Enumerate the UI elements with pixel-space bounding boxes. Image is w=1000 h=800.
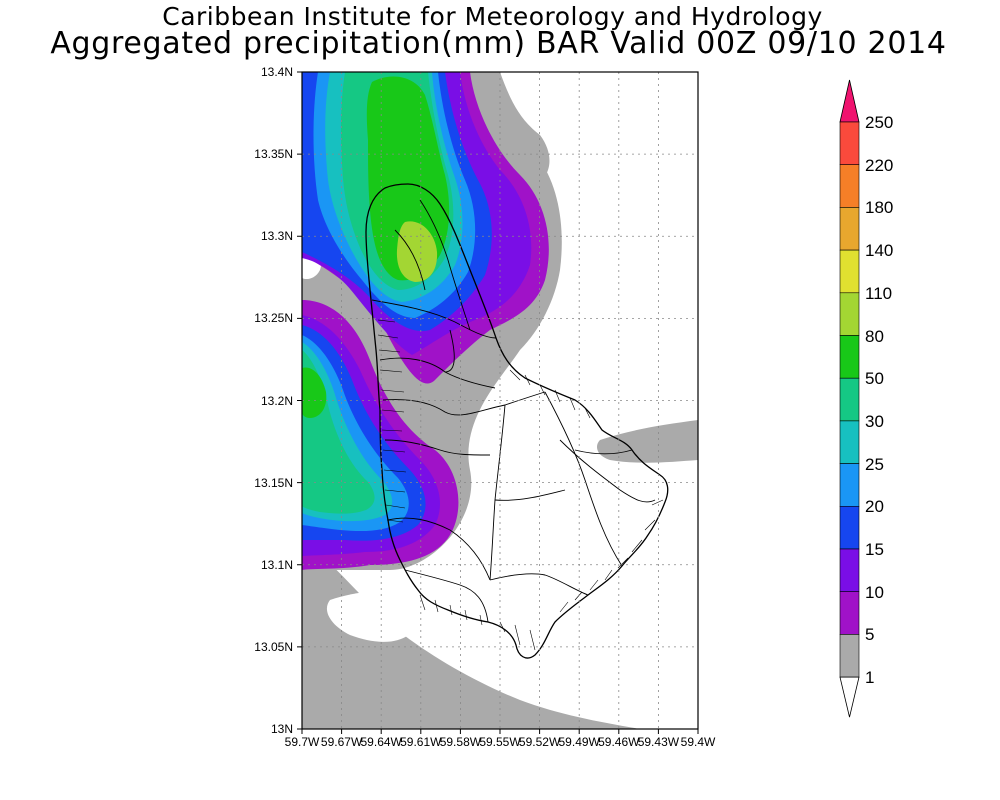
barbados-coastline	[365, 183, 669, 659]
colorbar-segment	[839, 548, 860, 593]
colorbar-label: 250	[865, 113, 894, 132]
lat-label: 13.35N	[254, 147, 293, 162]
colorbar-top-triangle	[839, 79, 860, 123]
lat-label: 13.25N	[254, 311, 293, 326]
gridlines	[302, 72, 698, 729]
lon-label: 59.58W	[439, 735, 482, 749]
lon-label: 59.46W	[598, 735, 640, 749]
lon-label: 59.55W	[479, 735, 521, 749]
precip-field	[302, 72, 698, 729]
colorbar-label: 110	[865, 283, 893, 303]
lat-label: 13.1N	[260, 557, 293, 572]
lon-label: 59.49W	[558, 735, 600, 749]
title-line-1: Caribbean Institute for Meteorology and …	[162, 2, 823, 31]
lat-label: 13N	[270, 722, 293, 736]
colorbar-segment	[839, 377, 860, 422]
axis-ticks	[297, 71, 699, 734]
colorbar-label: 25	[865, 454, 884, 474]
lon-label: 59.4W	[680, 735, 716, 749]
lon-label: 59.61W	[400, 735, 442, 749]
colorbar-label: 50	[865, 369, 884, 389]
coastal-drainage	[377, 319, 664, 651]
colorbar-segment	[839, 164, 860, 208]
colorbar-segment	[839, 207, 860, 251]
colorbar	[839, 79, 860, 718]
colorbar-segment	[839, 121, 860, 166]
lon-label: 59.7W	[284, 735, 320, 749]
colorbar-segment	[839, 505, 860, 550]
colorbar-segment	[839, 634, 860, 678]
lat-label: 13.3N	[260, 229, 293, 244]
colorbar-label: 1	[865, 668, 875, 688]
title-line-2: Aggregated precipitation(mm) BAR Valid 0…	[50, 26, 947, 61]
lon-label: 59.67W	[320, 735, 363, 749]
lat-label: 13.2N	[260, 393, 293, 408]
colorbar-label: 180	[865, 198, 894, 218]
lat-label: 13.05N	[254, 639, 293, 654]
lon-label: 59.52W	[518, 735, 561, 749]
colorbar-label: 20	[865, 497, 884, 517]
colorbar-label: 5	[865, 625, 875, 645]
lon-label: 59.43W	[637, 735, 680, 749]
colorbar-label: 140	[865, 241, 894, 261]
colorbar-segment	[839, 420, 860, 464]
colorbar-label: 30	[865, 411, 884, 431]
colorbar-bottom-triangle	[839, 676, 860, 718]
colorbar-label: 220	[865, 155, 894, 175]
colorbar-segment	[839, 335, 860, 379]
colorbar-segment	[839, 292, 860, 336]
colorbar-label: 80	[865, 326, 884, 346]
colorbar-segment	[839, 463, 860, 507]
colorbar-segment	[839, 591, 860, 635]
colorbar-label: 15	[865, 540, 884, 559]
lat-label: 13.15N	[254, 475, 293, 490]
lat-label: 13.4N	[260, 65, 293, 79]
colorbar-segment	[839, 249, 860, 294]
lon-label: 59.64W	[360, 735, 402, 749]
parish-boundaries	[371, 199, 656, 623]
colorbar-label: 10	[865, 582, 884, 602]
